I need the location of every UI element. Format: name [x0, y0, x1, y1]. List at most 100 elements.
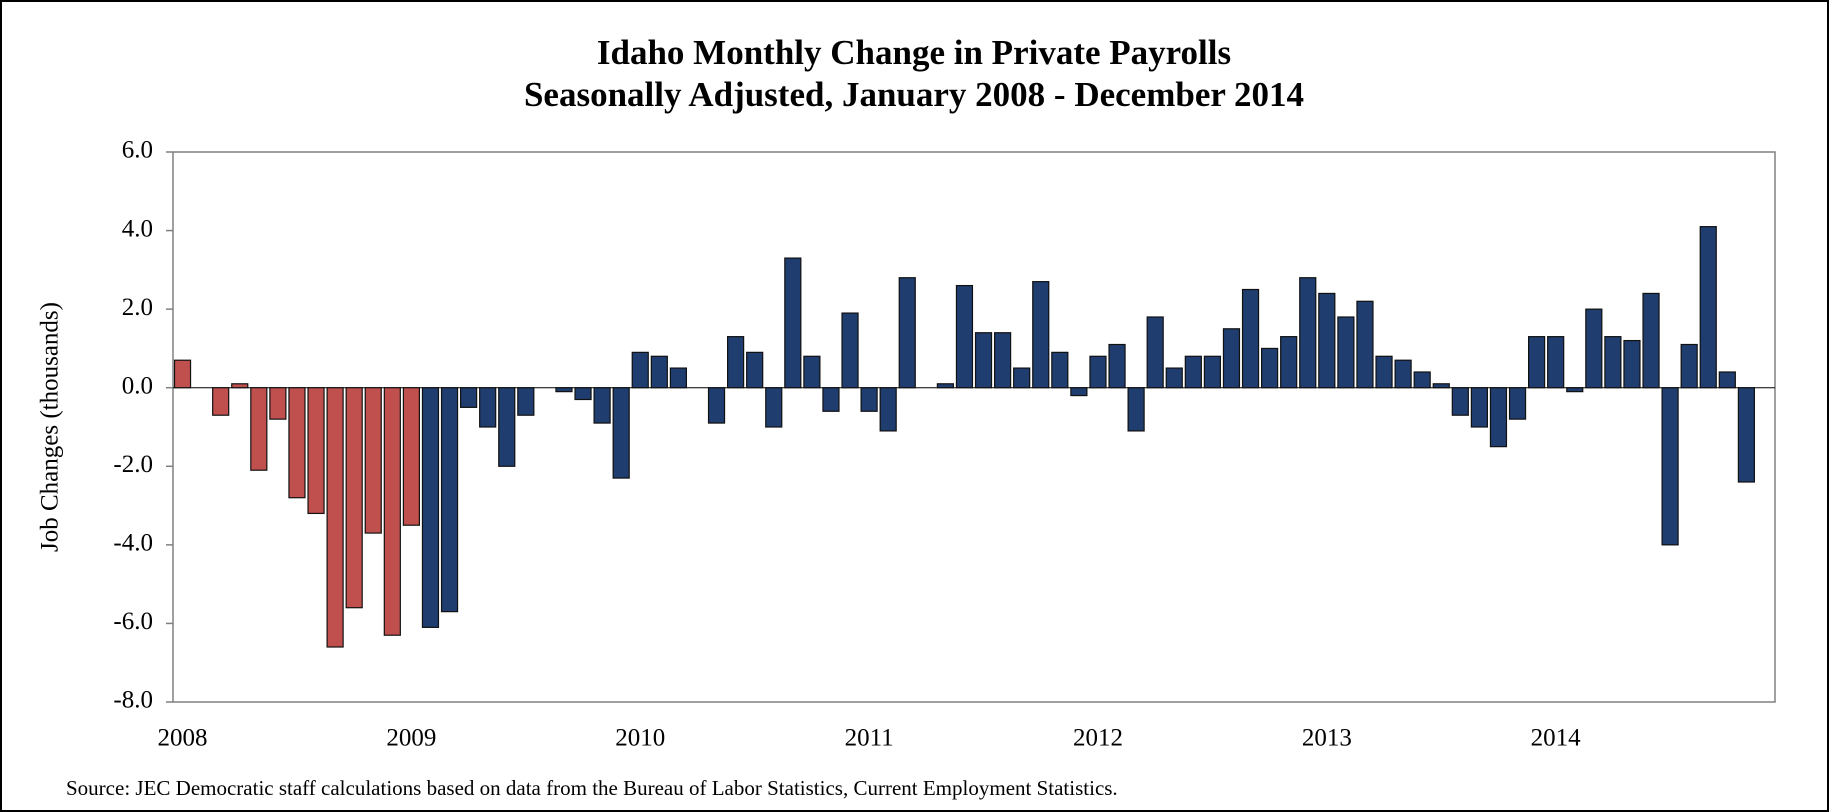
bar: [1737, 387, 1756, 483]
bar: [517, 387, 535, 416]
bar: [1585, 308, 1603, 389]
bar: [383, 387, 401, 636]
bar: [173, 359, 192, 389]
bar: [631, 351, 649, 389]
bar: [1203, 355, 1222, 389]
y-tick-label: -2.0: [113, 451, 153, 478]
bar: [1642, 292, 1660, 389]
bar: [593, 387, 611, 424]
x-tick-label: 2010: [615, 725, 665, 752]
bar: [421, 387, 440, 628]
y-tick-label: 4.0: [122, 215, 153, 242]
bar: [1337, 316, 1355, 389]
bar: [1013, 367, 1031, 389]
bar: [1718, 371, 1736, 389]
y-tick-label: 6.0: [122, 137, 153, 164]
bar: [307, 387, 325, 515]
bar: [1032, 281, 1050, 389]
bar: [1299, 277, 1317, 389]
bar: [574, 387, 592, 401]
bar: [1432, 383, 1450, 389]
bar: [1356, 300, 1374, 389]
bar: [250, 387, 268, 471]
bar: [1280, 336, 1298, 389]
bar: [1547, 336, 1565, 389]
bar: [326, 387, 344, 648]
bar: [784, 257, 802, 389]
bar: [1470, 387, 1489, 428]
bar: [1394, 359, 1412, 389]
bar: [1146, 316, 1164, 389]
bar: [345, 387, 363, 609]
bar: [1051, 351, 1069, 389]
bar: [1165, 367, 1183, 389]
bar: [746, 351, 764, 389]
bar: [707, 387, 726, 424]
bar: [1222, 328, 1241, 389]
bar: [879, 387, 897, 432]
bar: [993, 332, 1012, 389]
bar: [212, 387, 230, 416]
bar: [479, 387, 497, 428]
bar: [269, 387, 287, 420]
bar: [1413, 371, 1431, 389]
bar: [650, 355, 668, 389]
bar: [765, 387, 783, 428]
bar: [898, 277, 916, 389]
bar: [1127, 387, 1145, 432]
y-tick-label: -6.0: [113, 608, 153, 635]
bar: [1604, 336, 1622, 389]
bar: [402, 387, 421, 526]
bar: [1241, 288, 1260, 389]
chart-title: Idaho Monthly Change in Private Payrolls: [597, 33, 1231, 72]
bar: [1566, 387, 1584, 393]
chart-subtitle: Seasonally Adjusted, January 2008 - Dece…: [524, 75, 1304, 114]
bar: [1527, 336, 1546, 389]
x-tick-label: 2012: [1073, 725, 1123, 752]
bar: [974, 332, 993, 389]
bar: [1508, 387, 1527, 420]
plot-area: [172, 151, 1776, 703]
y-tick-label: -4.0: [113, 530, 153, 557]
bar: [822, 387, 840, 412]
x-tick-label: 2008: [158, 725, 208, 752]
bar: [955, 284, 974, 389]
bar: [1070, 387, 1088, 397]
bar: [936, 383, 955, 389]
y-tick-label: 0.0: [122, 372, 153, 399]
bar: [498, 387, 516, 467]
bar: [1318, 292, 1336, 389]
bar: [1661, 387, 1679, 546]
bar: [459, 387, 478, 408]
y-tick-label: -8.0: [113, 687, 153, 714]
bar: [1489, 387, 1508, 448]
bar: [726, 336, 745, 389]
bar: [669, 367, 688, 389]
bar: [231, 383, 249, 389]
bar: [1699, 226, 1717, 389]
bar: [440, 387, 459, 613]
bar: [1184, 355, 1202, 389]
y-tick-label: 2.0: [122, 294, 153, 321]
source-note: Source: JEC Democratic staff calculation…: [66, 776, 1118, 800]
bar: [841, 312, 859, 389]
x-tick-label: 2009: [386, 725, 436, 752]
bar: [803, 355, 821, 389]
bar: [1260, 347, 1279, 389]
bar: [1623, 339, 1641, 389]
bar: [1089, 355, 1107, 389]
x-tick-label: 2014: [1531, 725, 1582, 752]
x-tick-label: 2013: [1302, 725, 1352, 752]
bar: [288, 387, 306, 499]
bar: [555, 387, 573, 393]
bar: [1375, 355, 1393, 389]
bar: [1108, 343, 1126, 389]
bar: [612, 387, 630, 479]
bar: [1451, 387, 1469, 416]
y-axis-label: Job Changes (thousands): [37, 302, 64, 552]
x-tick-label: 2011: [845, 725, 894, 752]
bar: [1680, 343, 1698, 389]
bar: [364, 387, 382, 534]
bar: [860, 387, 878, 412]
